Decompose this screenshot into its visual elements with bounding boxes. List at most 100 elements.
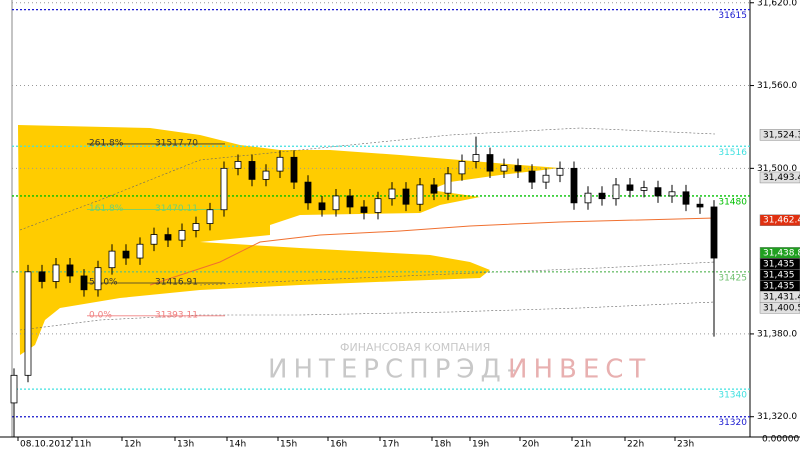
candle-body — [640, 187, 648, 191]
price-marker-label: 31,493.4 — [763, 173, 800, 183]
level-label: 31516 — [718, 148, 747, 158]
x-tick-label: 21h — [574, 440, 591, 450]
candle-body — [612, 184, 620, 200]
fib-name: 50.0% — [89, 277, 118, 287]
candle-body — [136, 243, 144, 259]
x-tick-label: 17h — [382, 440, 399, 450]
price-marker-label: 31,435 — [763, 281, 795, 291]
candle-body — [472, 154, 480, 162]
price-marker-label: 31,435 — [763, 270, 795, 280]
price-marker — [759, 302, 800, 314]
y-tick-label: 31,380.0 — [757, 329, 797, 339]
y-tick-label: 31,500.0 — [757, 164, 797, 174]
candle-body — [262, 170, 270, 180]
x-tick-label: 14h — [229, 440, 246, 450]
watermark-right: ИНВЕСТ — [508, 355, 651, 385]
x-tick-label: 16h — [330, 440, 347, 450]
candle-body — [290, 156, 298, 183]
candle-body — [220, 167, 228, 211]
x-tick-label: 08.10.2012 — [20, 440, 72, 450]
price-marker-label: 31,400.5 — [763, 303, 800, 313]
mid-band — [199, 261, 716, 286]
candle-body — [346, 195, 354, 208]
x-tick-label: 11h — [74, 440, 91, 450]
candle-body — [542, 174, 550, 183]
lower-band — [19, 301, 716, 331]
candle-body — [192, 223, 200, 231]
candle-body — [304, 181, 312, 204]
candle-body — [556, 167, 564, 176]
candle-body — [598, 192, 606, 200]
x-tick-label: 23h — [677, 440, 694, 450]
fib-name: 0.0% — [89, 310, 112, 320]
fib-price: 31517.70 — [155, 138, 198, 148]
price-marker-label: 31,438.8 — [763, 248, 800, 258]
candle-body — [444, 173, 452, 194]
level-label: 31480 — [718, 197, 747, 207]
price-marker — [759, 214, 800, 226]
candle-body — [52, 264, 60, 282]
candle-body — [94, 267, 102, 291]
watermark-top: ФИНАНСОВАЯ КОМПАНИЯ — [340, 341, 490, 354]
candle-body — [80, 275, 88, 291]
price-marker — [759, 171, 800, 184]
price-marker-label: 31,435 — [763, 259, 795, 269]
x-tick-label: 20h — [522, 440, 539, 450]
volume-profile — [18, 125, 560, 355]
candle-body — [416, 184, 424, 205]
price-marker-label: 31,431.4 — [763, 292, 800, 302]
upper-band — [19, 127, 716, 231]
candle-body — [626, 184, 634, 191]
candle-body — [668, 191, 676, 197]
candle-body — [178, 230, 186, 241]
candle-body — [388, 188, 396, 200]
candle-body — [248, 161, 256, 180]
candle-body — [206, 209, 214, 224]
candle-body — [332, 195, 340, 211]
candle-body — [164, 234, 172, 241]
candle-body — [24, 271, 32, 376]
y-tick-label: 31,560.0 — [757, 81, 797, 91]
candle-body — [122, 250, 130, 259]
candle-body — [682, 191, 690, 205]
x-tick-label: 13h — [177, 440, 194, 450]
watermark-left: ИНТЕРСПРЭД- — [268, 355, 522, 385]
x-tick-label: 18h — [434, 440, 451, 450]
y-tick-label: 31,620.0 — [757, 0, 797, 8]
x-tick-label: 15h — [280, 440, 297, 450]
candle-body — [108, 250, 116, 269]
level-label: 31340 — [718, 391, 747, 401]
candle-body — [458, 161, 466, 175]
candle-body — [234, 161, 242, 169]
candle-body — [570, 167, 578, 204]
x-tick-label: 19h — [472, 440, 489, 450]
candle-body — [66, 264, 74, 277]
price-marker — [759, 129, 800, 141]
volume-axis-label: 0.00000 — [762, 435, 799, 445]
candle-body — [654, 187, 662, 197]
fib-name: 261.8% — [89, 138, 124, 148]
candle-body — [514, 165, 522, 172]
vwap-line — [149, 217, 716, 286]
candle-body — [374, 198, 382, 213]
candle-body — [710, 206, 718, 259]
candle-body — [318, 202, 326, 211]
level-label: 31320 — [718, 418, 747, 428]
level-label: 31425 — [718, 273, 747, 283]
x-tick-label: 12h — [124, 440, 141, 450]
x-tick-label: 22h — [627, 440, 644, 450]
price-marker-label: 31,462.4 — [763, 216, 800, 226]
candle-body — [696, 203, 704, 208]
candle-body — [430, 184, 438, 194]
fib-price: 31416.91 — [155, 277, 198, 287]
candle-body — [402, 188, 410, 205]
fib-name: 161.8% — [89, 204, 124, 214]
candle-body — [486, 154, 494, 172]
price-marker-label: 31,524.3 — [763, 130, 800, 140]
fib-price: 31470.11 — [155, 204, 198, 214]
candle-body — [276, 156, 284, 172]
level-label: 31615 — [718, 11, 747, 21]
fib-price: 31393.11 — [155, 310, 198, 320]
candle-body — [584, 192, 592, 204]
